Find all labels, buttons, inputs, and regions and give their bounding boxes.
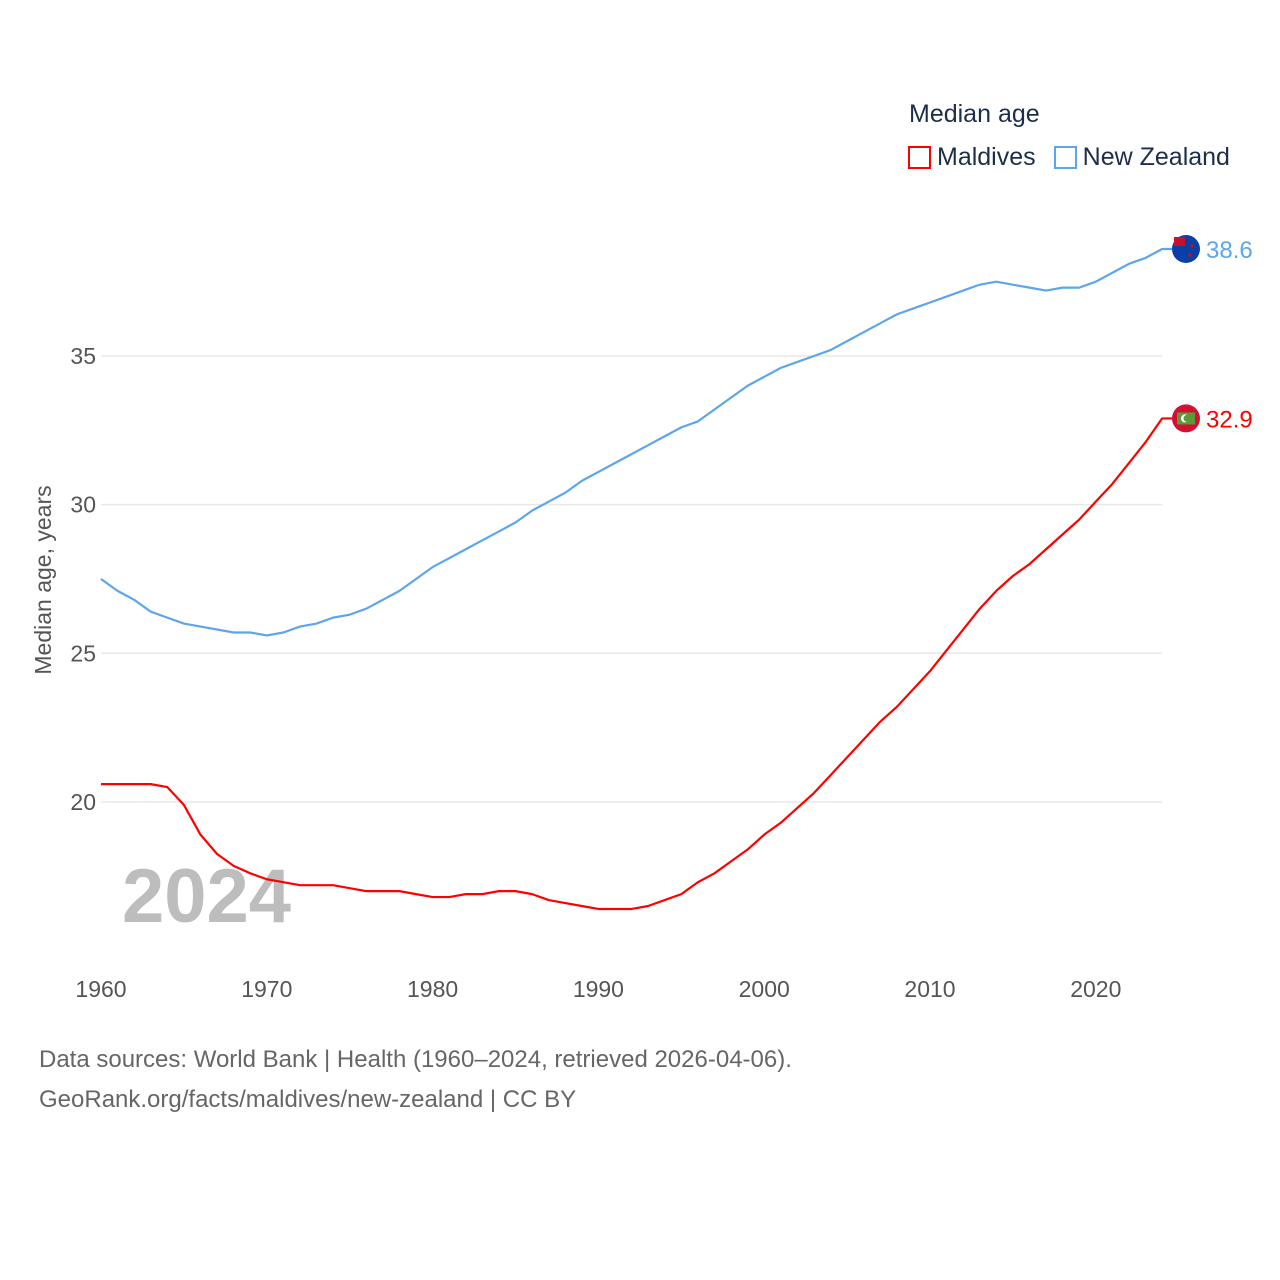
- y-tick-label: 30: [70, 492, 96, 518]
- x-tick-label: 1990: [573, 976, 624, 1002]
- x-tick-label: 2020: [1070, 976, 1121, 1002]
- legend-swatch: [1053, 146, 1077, 169]
- legend-swatch: [908, 146, 931, 169]
- legend-label: Maldives: [937, 143, 1036, 171]
- legend-item-new-zealand[interactable]: New Zealand: [1053, 143, 1230, 172]
- series-line-maldives: [101, 417, 1173, 911]
- end-value-label: 38.6: [1206, 237, 1253, 264]
- y-tick-label: 35: [70, 343, 96, 369]
- source-link[interactable]: GeoRank.org/facts/maldives/new-zealand |…: [39, 1086, 577, 1113]
- flag-union-jack: [1174, 236, 1185, 246]
- series-line-new-zealand: [100, 247, 1173, 637]
- x-tick-label: 2010: [904, 976, 955, 1002]
- end-value-label: 32.9: [1206, 406, 1253, 433]
- year-watermark: 2024: [122, 854, 291, 939]
- legend-title: Median age: [909, 100, 1040, 128]
- legend-item-maldives[interactable]: Maldives: [908, 143, 1036, 172]
- x-tick-label: 1980: [407, 976, 458, 1002]
- source-line: Data sources: World Bank | Health (1960–…: [39, 1046, 792, 1073]
- flag-star: [1190, 244, 1194, 248]
- y-axis-label: Median age, years: [30, 485, 56, 674]
- legend: Maldives New Zealand: [908, 143, 1230, 172]
- x-tick-label: 1960: [75, 976, 126, 1002]
- x-tick-label: 2000: [739, 976, 790, 1002]
- flag-star: [1188, 253, 1192, 257]
- y-tick-label: 25: [70, 640, 96, 666]
- x-tick-label: 1970: [241, 976, 292, 1002]
- flag-crescent-cut: [1183, 414, 1191, 422]
- legend-label: New Zealand: [1082, 143, 1230, 171]
- y-tick-label: 20: [70, 789, 96, 815]
